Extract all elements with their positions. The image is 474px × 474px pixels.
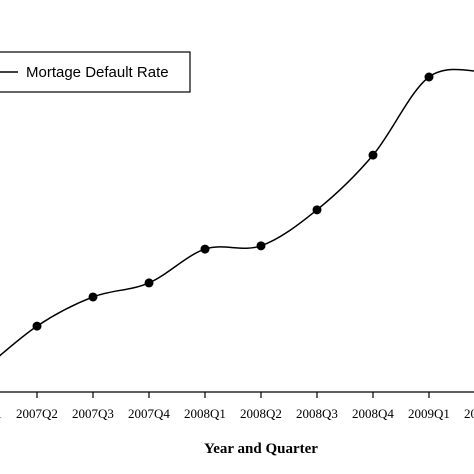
x-tick-label: 2008Q4 — [352, 406, 394, 421]
data-point — [312, 205, 322, 215]
data-point — [256, 241, 266, 251]
data-point — [424, 72, 434, 82]
x-axis-title: Year and Quarter — [204, 441, 318, 457]
x-tick-label: 2007Q4 — [128, 406, 170, 421]
x-tick-label: 2008Q1 — [184, 406, 226, 421]
x-tick-label: 2008Q3 — [296, 406, 338, 421]
x-tick-label: 2009Q2 — [464, 406, 474, 421]
data-point — [368, 150, 378, 160]
legend-label: Mortage Default Rate — [26, 64, 169, 81]
legend: Mortage Default Rate — [0, 51, 191, 93]
x-tick-label: 2007Q2 — [16, 406, 58, 421]
x-tick-label: 2008Q2 — [240, 406, 282, 421]
data-point — [32, 321, 42, 331]
data-point — [200, 244, 210, 254]
x-tick-label: 2007Q3 — [72, 406, 114, 421]
legend-box — [0, 51, 191, 93]
data-point — [88, 292, 98, 302]
x-tick-label: 2009Q1 — [408, 406, 450, 421]
x-tick-label: 2007Q1 — [0, 406, 2, 421]
series-line — [0, 68, 474, 357]
data-point — [144, 278, 154, 288]
